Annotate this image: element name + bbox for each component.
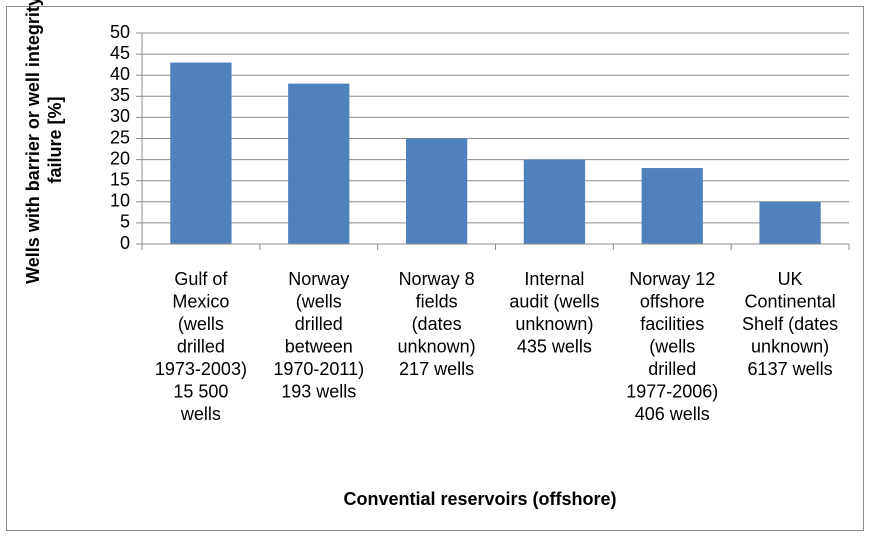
y-tick-label: 15 (110, 169, 130, 189)
x-tick-label: audit (wells (509, 291, 599, 311)
y-tick-label: 5 (120, 212, 130, 232)
x-tick-label: (wells (649, 336, 695, 356)
bar (523, 159, 586, 244)
x-tick-label: 435 wells (517, 336, 592, 356)
y-tick-label: 0 (120, 233, 130, 253)
x-tick-label: Norway 8 (399, 269, 475, 289)
x-tick-label: UK (778, 269, 803, 289)
x-tick-label: 217 wells (399, 359, 474, 379)
x-tick-label: 406 wells (635, 404, 710, 424)
x-axis-label: Convential reservoirs (offshore) (343, 489, 616, 509)
y-tick-label: 30 (110, 106, 130, 126)
y-tick-label: 10 (110, 191, 130, 211)
x-tick-label: Mexico (172, 291, 229, 311)
x-tick-label: 15 500 (173, 381, 228, 401)
x-tick-label: Shelf (dates (742, 314, 838, 334)
x-tick-label: 1977-2006) (626, 381, 718, 401)
x-tick-label: (wells (178, 314, 224, 334)
y-tick-label: 40 (110, 64, 130, 84)
bar (405, 138, 468, 244)
x-tick-label: unknown) (398, 336, 476, 356)
y-axis-label-line: failure [%] (45, 96, 65, 183)
x-tick-label: drilled (648, 359, 696, 379)
x-tick-label: wells (180, 404, 221, 424)
x-tick-label: unknown) (515, 314, 593, 334)
bar (170, 62, 232, 244)
y-tick-label: 50 (110, 22, 130, 42)
x-tick-label: offshore (640, 291, 705, 311)
x-tick-label: unknown) (751, 336, 829, 356)
bar (288, 83, 350, 244)
x-tick-label: 1973-2003) (155, 359, 247, 379)
x-tick-label: 6137 wells (748, 359, 833, 379)
y-axis-label: Wells with barrier or well integrity fai… (23, 0, 65, 284)
y-axis-label-line: Wells with barrier or well integrity (23, 0, 43, 284)
x-tick-label: Norway (288, 269, 349, 289)
x-tick-label: between (285, 336, 353, 356)
x-tick-label: Continental (745, 291, 836, 311)
y-tick-label: 20 (110, 148, 130, 168)
x-tick-label: fields (416, 291, 458, 311)
x-tick-label: Internal (524, 269, 584, 289)
bar (641, 168, 703, 244)
x-tick-label: facilities (640, 314, 704, 334)
y-tick-label: 45 (110, 43, 130, 63)
x-tick-label: Norway 12 (629, 269, 715, 289)
x-tick-label: drilled (295, 314, 343, 334)
y-tick-label: 25 (110, 127, 130, 147)
x-tick-label: (wells (296, 291, 342, 311)
bar (759, 201, 821, 244)
x-tick-label: drilled (177, 336, 225, 356)
x-tick-label: 1970-2011) (273, 359, 364, 379)
chart-frame (6, 6, 864, 531)
x-tick-label: 193 wells (281, 381, 356, 401)
x-tick-label: (dates (412, 314, 462, 334)
y-tick-label: 35 (110, 85, 130, 105)
x-tick-label: Gulf of (174, 269, 228, 289)
